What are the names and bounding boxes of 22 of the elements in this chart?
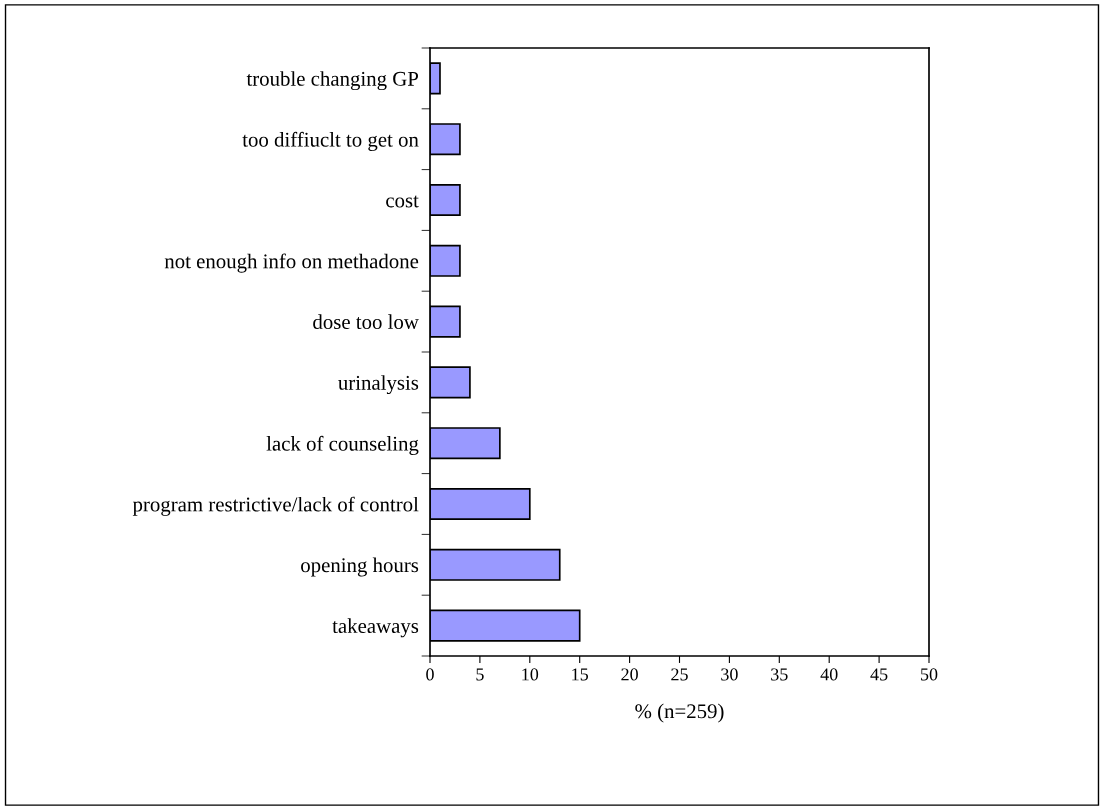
x-tick-label: 15: [572, 668, 589, 681]
y-tick-label: dose too low: [313, 314, 419, 330]
x-tick-label: 35: [771, 668, 788, 681]
x-tick-label: 0: [426, 668, 434, 681]
y-tick-label: too diffiuclt to get on: [242, 131, 419, 152]
x-tick-label: 45: [870, 668, 888, 681]
y-tick-label: lack of counseling: [266, 435, 419, 456]
y-tick-label: opening hours: [301, 557, 419, 577]
x-tick-label: 5: [476, 668, 484, 681]
y-tick-label: not enough info on methadone: [164, 253, 419, 273]
y-tick-label: urinalysis: [338, 375, 419, 395]
x-tick-label: 10: [522, 668, 539, 681]
x-axis-title: % (n=259): [635, 703, 724, 723]
y-tick-label: trouble changing GP: [246, 71, 419, 91]
x-tick-label: 30: [721, 668, 738, 681]
x-tick-label: 20: [621, 668, 638, 681]
y-tick-label: cost: [386, 195, 419, 208]
x-tick-label: 25: [671, 668, 688, 681]
y-tick-label: program restrictive/lack of control: [132, 496, 419, 516]
x-tick-label: 50: [921, 668, 938, 681]
x-tick-label: 40: [820, 668, 838, 681]
y-tick-label: takeaways: [332, 618, 419, 638]
